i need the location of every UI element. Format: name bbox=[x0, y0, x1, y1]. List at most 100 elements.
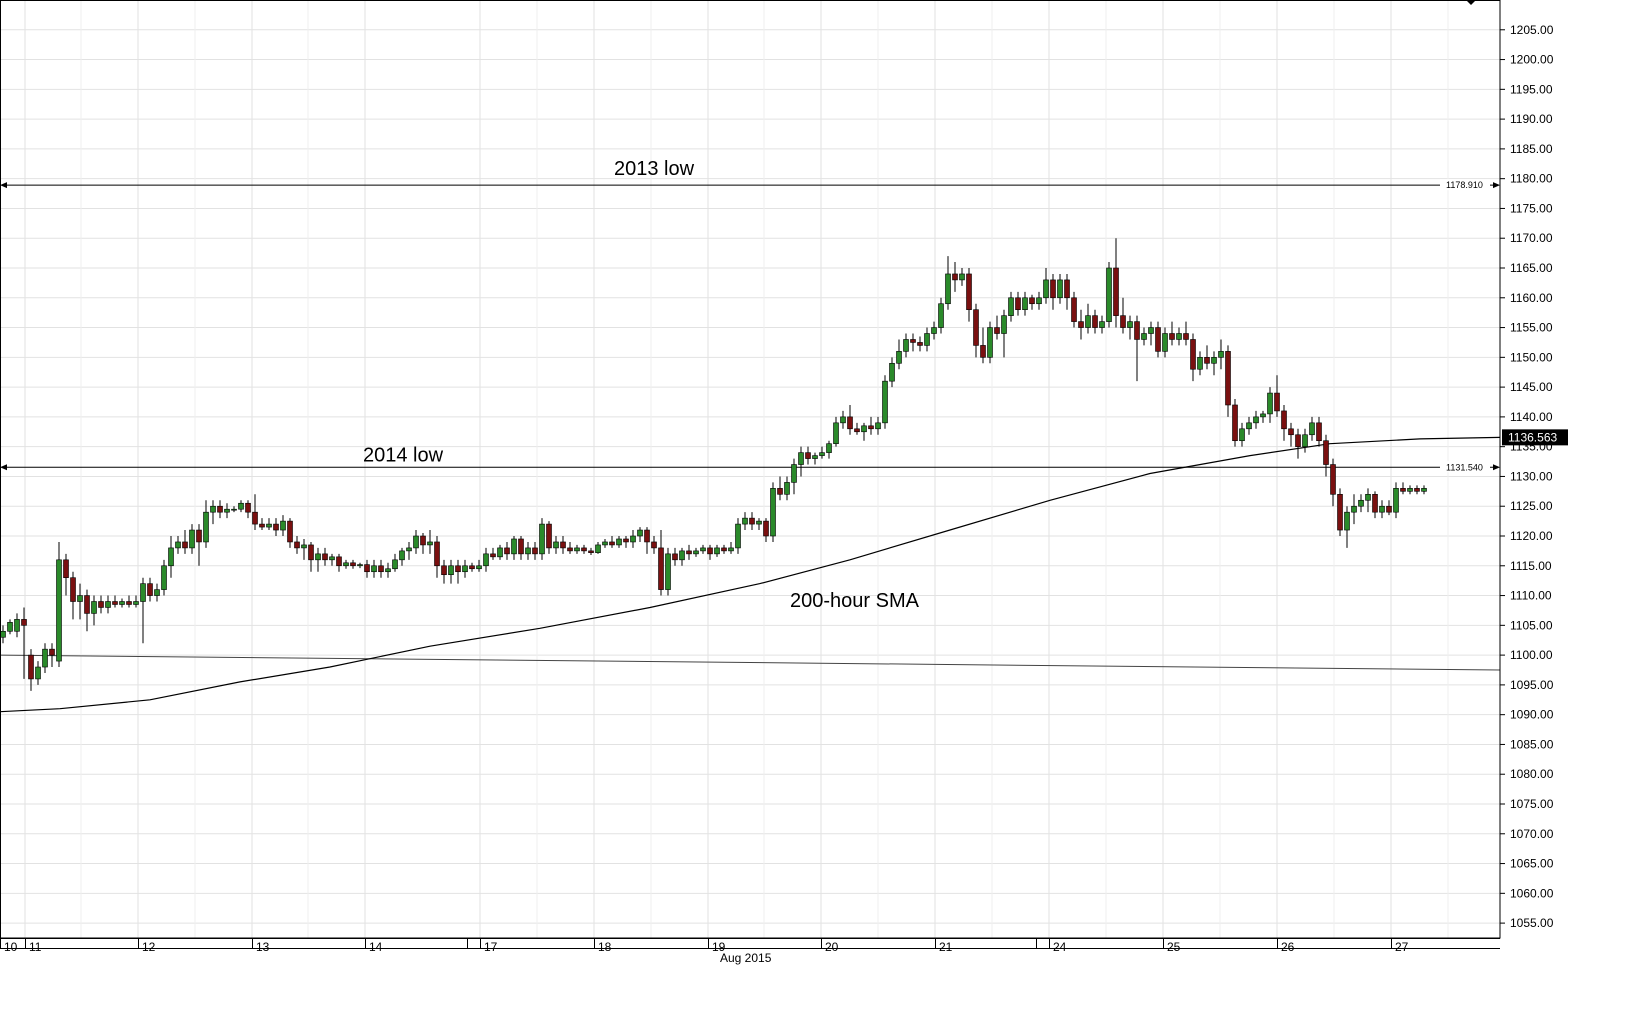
candle-body-down bbox=[1316, 422, 1322, 442]
annotations: 2013 low 2014 low 200-hour SMA bbox=[363, 158, 920, 612]
candle bbox=[217, 500, 223, 519]
candle-body-down bbox=[1281, 410, 1287, 430]
candle bbox=[483, 547, 489, 572]
candle-body-down bbox=[1337, 494, 1343, 531]
candle-body-up bbox=[14, 619, 20, 632]
candle bbox=[1400, 482, 1406, 495]
candle-body-up bbox=[1197, 357, 1203, 370]
y-tick-label: 1200.00 bbox=[1510, 53, 1554, 67]
candle-body-down bbox=[455, 565, 461, 573]
candle bbox=[791, 458, 797, 495]
candle bbox=[546, 521, 552, 554]
candle bbox=[21, 607, 27, 679]
candle bbox=[1232, 399, 1238, 447]
candle bbox=[847, 404, 853, 435]
candle bbox=[553, 536, 559, 554]
candle bbox=[658, 530, 664, 596]
candle-body-down bbox=[287, 520, 293, 543]
candle-body-up bbox=[728, 547, 734, 552]
candle bbox=[154, 583, 160, 602]
candle-body-up bbox=[1239, 428, 1245, 442]
candle-body-up bbox=[105, 601, 111, 608]
candle-body-down bbox=[252, 511, 258, 525]
candle bbox=[287, 518, 293, 548]
candle bbox=[1001, 309, 1007, 358]
candle-body-down bbox=[147, 583, 153, 596]
candle bbox=[329, 553, 335, 566]
candle bbox=[1379, 500, 1385, 519]
candle-body-down bbox=[1050, 279, 1056, 299]
candle-body-down bbox=[1204, 357, 1210, 364]
candle-body-up bbox=[665, 553, 671, 590]
candle bbox=[651, 536, 657, 554]
candle bbox=[1148, 321, 1154, 346]
candle-body-up bbox=[385, 568, 391, 573]
candle-body-up bbox=[280, 520, 286, 531]
candle-body-down bbox=[805, 452, 811, 459]
candle-body-up bbox=[896, 351, 902, 364]
candle bbox=[616, 536, 622, 548]
y-tick-label: 1155.00 bbox=[1510, 321, 1553, 335]
candle-body-down bbox=[994, 327, 1000, 334]
candle bbox=[1302, 428, 1308, 453]
candle bbox=[1022, 291, 1028, 316]
candle-body-up bbox=[1246, 422, 1252, 430]
candle-body-up bbox=[602, 541, 608, 546]
candle-body-down bbox=[217, 505, 223, 513]
candle-body-down bbox=[490, 553, 496, 558]
candle bbox=[560, 536, 566, 554]
candle bbox=[406, 541, 412, 560]
candle-body-down bbox=[847, 416, 853, 430]
candle bbox=[350, 559, 356, 569]
x-tick-label: 24 bbox=[1053, 940, 1067, 954]
candle bbox=[959, 268, 965, 286]
candle-body-up bbox=[889, 362, 895, 382]
candle-body-down bbox=[378, 565, 384, 573]
candle bbox=[1274, 375, 1280, 417]
candle-body-down bbox=[1295, 434, 1301, 447]
candle bbox=[1330, 458, 1336, 507]
candle-body-up bbox=[1358, 499, 1364, 507]
candle-body-up bbox=[1022, 297, 1028, 310]
level-value-bg bbox=[1440, 179, 1490, 191]
candle bbox=[133, 595, 139, 608]
candle bbox=[1295, 428, 1301, 459]
candle bbox=[42, 643, 48, 673]
candle-body-up bbox=[329, 556, 335, 561]
candle-body-up bbox=[525, 547, 531, 555]
y-tick-label: 1070.00 bbox=[1510, 827, 1554, 841]
candle-body-down bbox=[63, 559, 69, 578]
candle bbox=[161, 559, 167, 596]
y-tick-label: 1120.00 bbox=[1510, 529, 1553, 543]
candle bbox=[1155, 321, 1161, 358]
candle-body-up bbox=[497, 547, 503, 558]
candle bbox=[1190, 333, 1196, 382]
candle bbox=[630, 530, 636, 548]
candle bbox=[1372, 491, 1378, 519]
candle bbox=[1113, 238, 1119, 328]
x-tick-label: 14 bbox=[369, 940, 383, 954]
candle-body-down bbox=[196, 529, 202, 543]
candle bbox=[735, 518, 741, 554]
x-tick-label: 10 bbox=[4, 940, 18, 954]
candle bbox=[938, 297, 944, 334]
candle-body-up bbox=[7, 622, 13, 632]
x-tick-label: 19 bbox=[712, 940, 726, 954]
candle-body-up bbox=[1057, 279, 1063, 299]
candle-body-up bbox=[462, 565, 468, 573]
candle bbox=[469, 562, 475, 572]
candle bbox=[273, 518, 279, 536]
candle-body-up bbox=[861, 425, 867, 433]
candle-body-down bbox=[28, 654, 34, 680]
candle-body-down bbox=[1274, 392, 1280, 412]
candle bbox=[693, 547, 699, 557]
candle bbox=[462, 559, 468, 578]
y-tick-label: 1105.00 bbox=[1510, 618, 1553, 632]
candle-body-down bbox=[854, 428, 860, 433]
candle bbox=[707, 544, 713, 560]
candle-body-down bbox=[581, 547, 587, 552]
candle bbox=[1197, 351, 1203, 376]
candle bbox=[420, 533, 426, 554]
candle-body-down bbox=[322, 553, 328, 561]
candle-body-down bbox=[49, 648, 55, 656]
